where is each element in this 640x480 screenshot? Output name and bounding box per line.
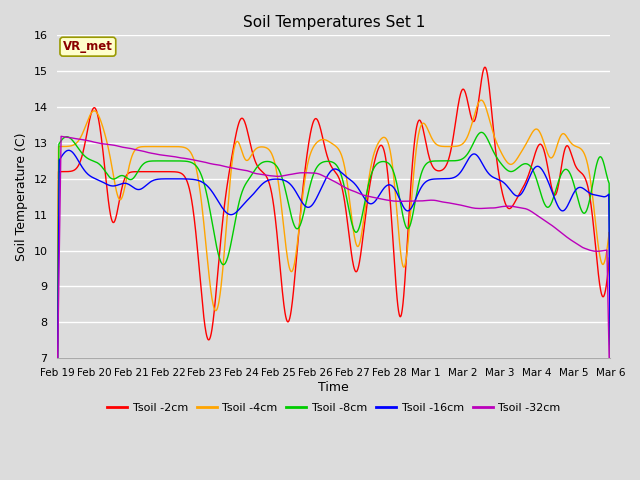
Y-axis label: Soil Temperature (C): Soil Temperature (C) [15,132,28,261]
X-axis label: Time: Time [319,381,349,394]
Text: VR_met: VR_met [63,40,113,53]
Legend: Tsoil -2cm, Tsoil -4cm, Tsoil -8cm, Tsoil -16cm, Tsoil -32cm: Tsoil -2cm, Tsoil -4cm, Tsoil -8cm, Tsoi… [102,398,565,417]
Title: Soil Temperatures Set 1: Soil Temperatures Set 1 [243,15,425,30]
